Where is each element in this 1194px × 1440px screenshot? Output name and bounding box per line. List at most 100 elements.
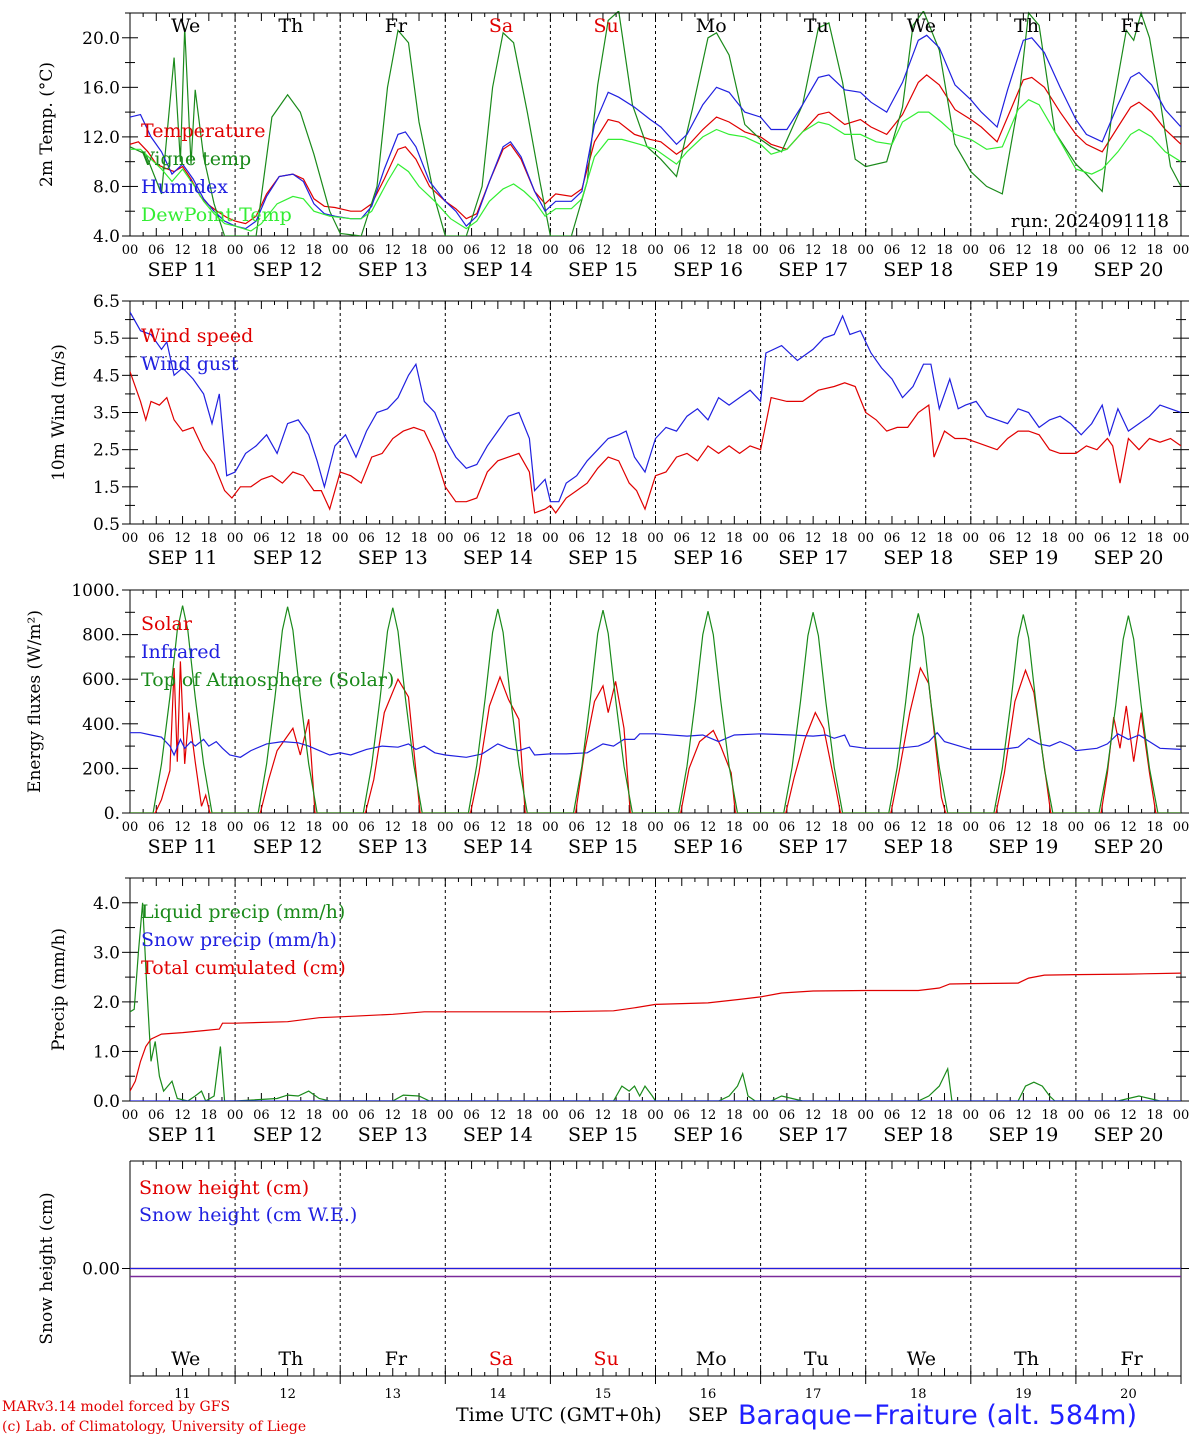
date-label: SEP 13 <box>358 547 428 569</box>
hour-label: 12 <box>805 531 822 546</box>
date-label: SEP 16 <box>673 836 743 858</box>
day-number: 15 <box>595 1387 612 1402</box>
y-axis-title: Snow height (cm) <box>37 1192 57 1344</box>
day-name-top: Th <box>278 15 303 37</box>
hour-label: 12 <box>910 1108 927 1123</box>
date-label: SEP 14 <box>463 836 533 858</box>
hour-label: 00 <box>1068 243 1085 258</box>
hour-label: 06 <box>253 243 270 258</box>
date-label: SEP 12 <box>253 547 323 569</box>
day-number: 16 <box>700 1387 717 1402</box>
hour-label: 18 <box>516 1108 533 1123</box>
hour-label: 06 <box>674 1108 691 1123</box>
hour-label: 18 <box>1041 531 1058 546</box>
y-tick-label: 1.5 <box>93 478 120 498</box>
date-label: SEP 14 <box>463 259 533 281</box>
day-name-bottom: Fr <box>1120 1348 1143 1370</box>
hour-label: 06 <box>358 531 375 546</box>
hour-label: 00 <box>1173 243 1190 258</box>
date-label: SEP 15 <box>568 259 638 281</box>
day-number: 20 <box>1120 1387 1137 1402</box>
date-label: SEP 19 <box>988 547 1058 569</box>
day-name-top: Fr <box>385 15 408 37</box>
y-tick-label: 16.0 <box>82 78 120 98</box>
hour-label: 18 <box>1041 1108 1058 1123</box>
hour-label: 12 <box>805 820 822 835</box>
hour-label: 06 <box>148 820 165 835</box>
hour-label: 12 <box>490 531 507 546</box>
day-name-top: We <box>907 15 936 37</box>
hour-label: 00 <box>963 820 980 835</box>
hour-label: 00 <box>542 1108 559 1123</box>
hour-label: 12 <box>384 531 401 546</box>
y-tick-label: 2.0 <box>93 993 120 1013</box>
date-label: SEP 14 <box>463 1124 533 1146</box>
day-number: 17 <box>805 1387 822 1402</box>
hour-label: 18 <box>306 531 323 546</box>
date-label: SEP 14 <box>463 547 533 569</box>
hour-label: 12 <box>1015 243 1032 258</box>
y-tick-label: 0.0 <box>93 1092 120 1112</box>
date-label: SEP 17 <box>778 1124 848 1146</box>
date-label: SEP 19 <box>988 1124 1058 1146</box>
hour-label: 06 <box>779 243 796 258</box>
hour-label: 18 <box>936 820 953 835</box>
y-tick-label: 800. <box>82 626 120 646</box>
hour-label: 00 <box>332 531 349 546</box>
y-tick-label: 0.00 <box>82 1260 120 1280</box>
hour-label: 06 <box>1094 820 1111 835</box>
hour-label: 12 <box>1015 1108 1032 1123</box>
hour-label: 00 <box>542 243 559 258</box>
hour-label: 06 <box>148 531 165 546</box>
hour-label: 06 <box>463 820 480 835</box>
hour-label: 12 <box>490 243 507 258</box>
day-name-bottom: Mo <box>696 1348 727 1370</box>
hour-label: 12 <box>174 243 191 258</box>
legend-entry: Snow height (cm) <box>139 1177 309 1199</box>
hour-label: 00 <box>542 820 559 835</box>
hour-label: 18 <box>621 531 638 546</box>
date-label: SEP 17 <box>778 547 848 569</box>
hour-label: 06 <box>1094 243 1111 258</box>
day-number: 12 <box>279 1387 296 1402</box>
date-label: SEP 18 <box>883 547 953 569</box>
hour-label: 18 <box>411 243 428 258</box>
date-label: SEP 15 <box>568 547 638 569</box>
y-tick-label: 0.5 <box>93 515 120 535</box>
hour-label: 12 <box>700 531 717 546</box>
hour-label: 18 <box>726 531 743 546</box>
date-label: SEP 13 <box>358 1124 428 1146</box>
panel-3: Energy fluxes (W/m²) <box>25 589 1189 814</box>
hour-label: 12 <box>384 1108 401 1123</box>
date-label: SEP 18 <box>883 1124 953 1146</box>
series-line <box>130 311 1181 503</box>
legend-entry: DewPoint Temp <box>141 204 292 226</box>
legend-entry: Vigne temp <box>140 148 251 170</box>
legend-entry: Humidex <box>141 176 228 198</box>
hour-label: 06 <box>463 243 480 258</box>
hour-label: 06 <box>568 243 585 258</box>
series-line <box>130 731 1181 758</box>
hour-label: 00 <box>122 820 139 835</box>
hour-label: 06 <box>779 531 796 546</box>
date-label: SEP 17 <box>778 836 848 858</box>
series-line <box>130 972 1181 1092</box>
hour-label: 00 <box>857 531 874 546</box>
day-number: 18 <box>910 1387 927 1402</box>
hour-label: 12 <box>1120 243 1137 258</box>
day-name-bottom: Sa <box>489 1348 513 1370</box>
day-name-bottom: We <box>171 1348 200 1370</box>
y-tick-label: 8.0 <box>93 177 120 197</box>
hour-label: 00 <box>122 531 139 546</box>
hour-label: 18 <box>621 243 638 258</box>
date-label: SEP 20 <box>1094 1124 1164 1146</box>
hour-label: 00 <box>1173 820 1190 835</box>
y-axis-title: Energy fluxes (W/m²) <box>25 610 45 793</box>
hour-label: 12 <box>384 243 401 258</box>
hour-label: 06 <box>1094 531 1111 546</box>
hour-label: 06 <box>253 531 270 546</box>
series-line <box>130 11 1181 236</box>
day-name-top: Mo <box>696 15 727 37</box>
hour-label: 18 <box>831 820 848 835</box>
